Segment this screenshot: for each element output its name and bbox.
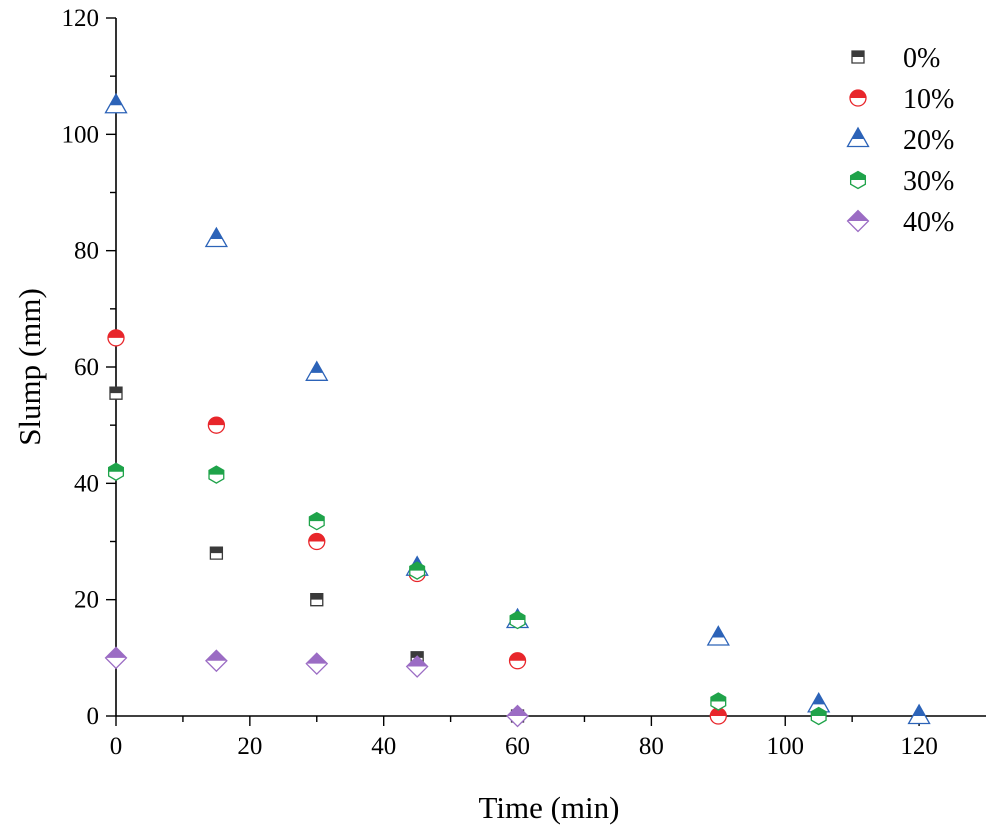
x-tick-label: 120: [900, 733, 938, 760]
data-point: [104, 646, 128, 670]
data-point: [308, 511, 325, 531]
data-point: [810, 706, 827, 726]
legend-item: 40%: [846, 207, 954, 238]
data-point: [405, 655, 429, 678]
data-point: [104, 92, 128, 114]
axes: [115, 18, 986, 717]
legend-item: 20%: [846, 125, 954, 156]
legend-marker: [846, 126, 870, 148]
legend: 0% 10% 20% 30% 40%: [846, 43, 954, 238]
legend-item: 10%: [849, 84, 954, 115]
data-point: [409, 561, 426, 580]
y-tick-label: 60: [74, 354, 99, 381]
x-tick-label: 0: [110, 733, 123, 760]
y-tick-label: 100: [62, 121, 100, 148]
series-30pct: [107, 462, 827, 726]
data-point: [308, 532, 326, 551]
data-point: [508, 652, 527, 670]
legend-marker: [846, 209, 870, 233]
ticks: 0 20 40 60 80 100 120 0 20 40 60 80 100 120: [62, 5, 938, 760]
legend-label: 20%: [903, 125, 954, 156]
series-40pct: [104, 646, 529, 728]
legend-item: 30%: [849, 166, 954, 197]
y-tick-label: 80: [74, 238, 99, 265]
y-axis-title: Slump (mm): [12, 288, 47, 446]
data-point: [305, 360, 329, 381]
data-point: [107, 329, 125, 347]
legend-marker: [849, 89, 867, 107]
data-point: [209, 546, 224, 560]
data-point: [208, 465, 225, 484]
y-tick-label: 0: [87, 703, 100, 730]
data-point: [706, 625, 730, 646]
y-tick-label: 40: [74, 470, 99, 497]
data-point: [709, 707, 727, 725]
legend-marker: [849, 170, 867, 190]
legend-label: 10%: [903, 84, 954, 115]
data-point: [109, 386, 123, 400]
legend-item: 0%: [851, 43, 940, 74]
data-point: [907, 703, 931, 725]
legend-label: 0%: [903, 43, 940, 74]
data-point: [205, 649, 228, 673]
data-point: [207, 416, 226, 434]
data-point: [710, 692, 727, 711]
data-point: [506, 704, 529, 728]
data-point: [204, 226, 229, 248]
y-tick-label: 120: [62, 5, 100, 32]
x-tick-label: 40: [371, 733, 396, 760]
legend-label: 40%: [903, 207, 954, 238]
x-tick-label: 100: [766, 733, 804, 760]
data-point: [310, 593, 324, 607]
data-point: [305, 652, 329, 676]
x-tick-label: 20: [237, 733, 262, 760]
legend-label: 30%: [903, 166, 954, 197]
data-points: [104, 92, 931, 728]
data-point: [509, 610, 526, 630]
x-axis-title: Time (min): [479, 790, 620, 825]
legend-marker: [851, 50, 865, 64]
y-tick-label: 20: [74, 587, 99, 614]
data-point: [107, 462, 125, 481]
x-tick-label: 80: [639, 733, 664, 760]
x-tick-label: 60: [505, 733, 530, 760]
